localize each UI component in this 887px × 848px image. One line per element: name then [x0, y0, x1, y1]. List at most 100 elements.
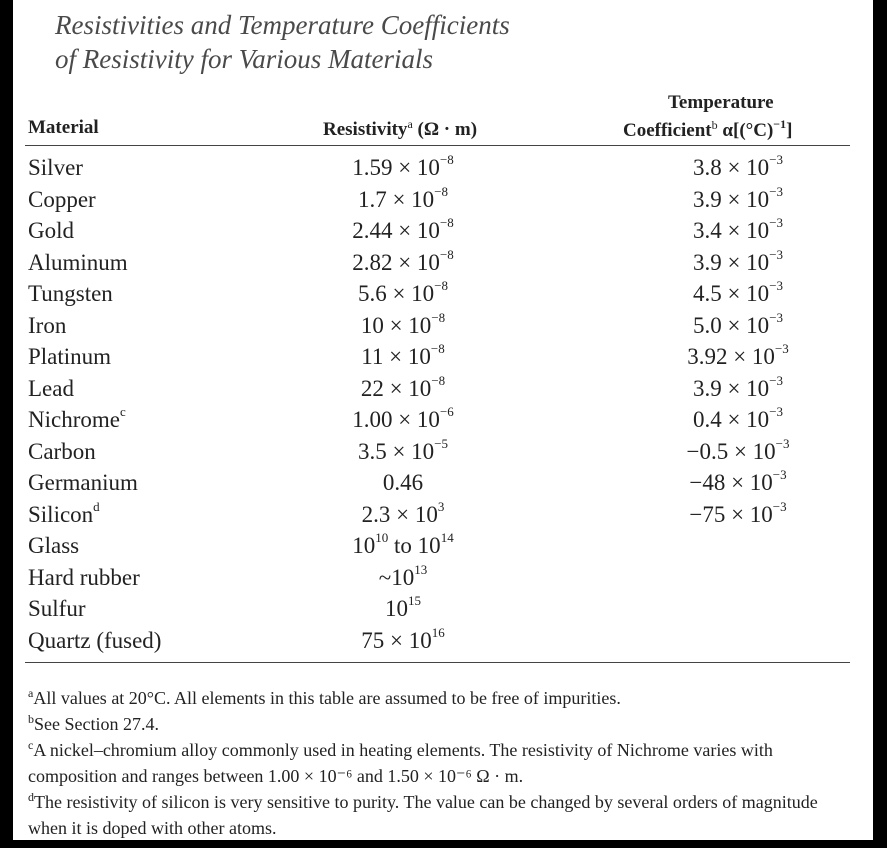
cell-temp-coefficient: −48 × 10−3 [628, 467, 848, 498]
tc-base: 3.92 × 10 [687, 344, 775, 369]
material-name: Germanium [28, 470, 138, 495]
cell-temp-coefficient: 3.8 × 10−3 [628, 152, 848, 183]
tc-exponent: −3 [769, 372, 784, 388]
resistivity-base: 1.7 × 10 [357, 186, 435, 212]
resistivity-exponent: −8 [439, 152, 454, 167]
tc-exponent: −3 [769, 215, 784, 230]
footnote-b-text: See Section 27.4. [34, 714, 159, 734]
cell-material: Germanium [28, 467, 138, 498]
resistivity-base: 22 × 10 [360, 375, 432, 401]
material-note: c [119, 404, 126, 419]
resistivity-base: 10 [385, 596, 408, 621]
cell-resistivity: 5.6 × 10−8 [293, 278, 513, 309]
cell-material: Copper [28, 184, 96, 215]
footnote-a-mark: a [28, 686, 34, 700]
resistivity-exponent: −8 [431, 372, 446, 388]
cell-material: Silicond [28, 499, 100, 530]
cell-resistivity: 10 × 10−8 [293, 310, 513, 341]
tc-exponent: −3 [769, 309, 784, 325]
material-name: Silver [28, 155, 83, 180]
title-line-1: Resistivities and Temperature Coefficien… [55, 10, 510, 40]
material-name: Copper [28, 186, 96, 212]
cell-resistivity: 2.82 × 10−8 [293, 247, 513, 278]
table-row: Nichromec 1.00 × 10−6 0.4 × 10−3 [13, 404, 873, 435]
material-name: Platinum [28, 344, 112, 369]
tc-base: 4.5 × 10 [692, 281, 770, 306]
cell-temp-coefficient: 3.4 × 10−3 [628, 215, 848, 246]
cell-material: Platinum [28, 341, 111, 372]
tc-base: 3.9 × 10 [692, 375, 770, 401]
header-resistivity-unit: (Ω · m) [412, 119, 478, 140]
resistivity-exponent: −8 [439, 215, 454, 230]
table-row: Glass 1010 to 1014 [13, 530, 873, 561]
cell-resistivity: 3.5 × 10−5 [293, 436, 513, 467]
resistivity-exponent: −8 [439, 246, 454, 262]
tc-exponent: −3 [769, 246, 784, 262]
table-row: Platinum 11 × 10−8 3.92 × 10−3 [13, 341, 873, 372]
material-name: Silicon [28, 501, 94, 527]
cell-resistivity: ~1013 [293, 562, 513, 593]
header-tc-line2: Coefficientb α[(°C)−1] [623, 117, 792, 142]
tc-base: 3.9 × 10 [692, 249, 770, 275]
footnote-b: bSee Section 27.4. [28, 706, 858, 737]
material-name: Hard rubber [28, 564, 140, 590]
cell-material: Glass [28, 530, 79, 561]
footnote-c-text: A nickel–chromium alloy commonly used in… [28, 740, 773, 786]
header-tc-unit-post: ] [786, 120, 793, 141]
cell-resistivity: 22 × 10−8 [293, 373, 513, 404]
resistivity-exponent: −8 [434, 278, 449, 293]
header-tc-label: Coefficient [623, 120, 712, 141]
cell-material: Carbon [28, 436, 96, 467]
resistivity-exponent: 3 [437, 498, 445, 514]
resistivity-exponent: 10 [375, 530, 389, 545]
cell-temp-coefficient: 3.9 × 10−3 [628, 184, 848, 215]
cell-resistivity: 11 × 10−8 [293, 341, 513, 372]
resistivity-base: 2.82 × 10 [352, 249, 440, 275]
material-name: Lead [28, 375, 74, 401]
tc-exponent: −3 [769, 278, 784, 293]
cell-material: Quartz (fused) [28, 625, 161, 656]
title-line-2: of Resistivity for Various Materials [55, 44, 433, 74]
resistivity-base: 10 × 10 [360, 312, 432, 338]
header-tc-line1: Temperature [668, 92, 774, 113]
cell-material: Iron [28, 310, 66, 341]
footnote-b-mark: b [28, 712, 34, 726]
cell-resistivity: 2.3 × 103 [293, 499, 513, 530]
table-row: Gold 2.44 × 10−8 3.4 × 10−3 [13, 215, 873, 246]
material-name: Aluminum [28, 249, 128, 275]
material-name: Glass [28, 533, 80, 558]
tc-exponent: −3 [769, 152, 784, 167]
footnote-a: aAll values at 20°C. All elements in thi… [28, 680, 858, 711]
cell-temp-coefficient: 3.9 × 10−3 [628, 247, 848, 278]
cell-temp-coefficient: 3.92 × 10−3 [628, 341, 848, 372]
resistivity-exponent: −8 [434, 183, 449, 199]
cell-resistivity: 1.7 × 10−8 [293, 184, 513, 215]
cell-temp-coefficient: 3.9 × 10−3 [628, 373, 848, 404]
tc-base: −48 × 10 [689, 470, 773, 495]
tc-exponent: −3 [775, 435, 790, 451]
resistivity-base: 75 × 10 [361, 627, 432, 653]
cell-resistivity: 1.00 × 10−6 [293, 404, 513, 435]
header-resistivity: Resistivitya (Ω · m) [323, 117, 477, 141]
tc-exponent: −3 [772, 467, 787, 482]
table-row: Tungsten 5.6 × 10−8 4.5 × 10−3 [13, 278, 873, 309]
resistivity-mid: to 10 [388, 533, 441, 558]
cell-temp-coefficient: −0.5 × 10−3 [628, 436, 848, 467]
footnote-a-text: All values at 20°C. All elements in this… [33, 688, 621, 708]
cell-resistivity: 1015 [293, 593, 513, 624]
resistivity-base: 0.46 [382, 470, 424, 495]
tc-base: 3.9 × 10 [692, 186, 770, 212]
cell-temp-coefficient: 4.5 × 10−3 [628, 278, 848, 309]
cell-resistivity: 1.59 × 10−8 [293, 152, 513, 183]
cell-material: Tungsten [28, 278, 113, 309]
material-name: Quartz (fused) [28, 627, 162, 653]
table-row: Lead 22 × 10−8 3.9 × 10−3 [13, 373, 873, 404]
tc-exponent: −3 [769, 404, 784, 419]
material-name: Iron [28, 312, 67, 338]
tc-base: 3.8 × 10 [692, 155, 770, 180]
cell-material: Nichromec [28, 404, 126, 435]
resistivity-base: 2.44 × 10 [352, 218, 440, 243]
resistivity-base: 3.5 × 10 [357, 438, 435, 464]
footer-rule [25, 662, 850, 663]
tc-base: 5.0 × 10 [692, 312, 770, 338]
